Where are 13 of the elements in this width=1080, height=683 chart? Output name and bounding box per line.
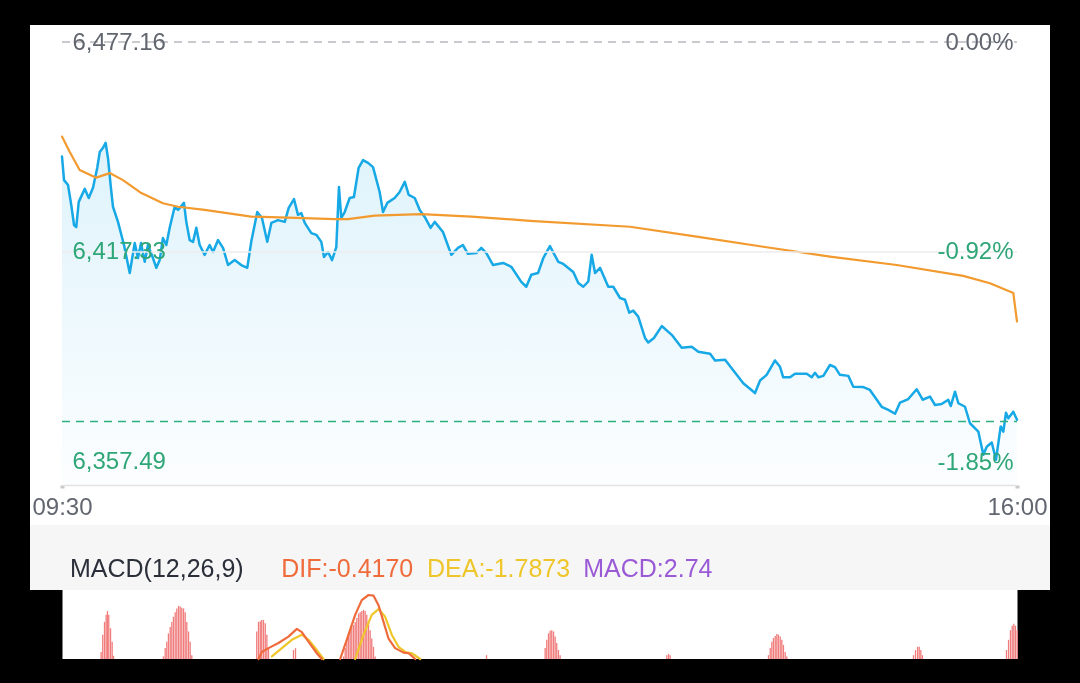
y2-tick-label: -0.92% [937, 236, 1014, 264]
text: MACD:2.74 [583, 554, 713, 582]
y2-tick-label: 0.00% [945, 27, 1014, 55]
line-series [60, 135, 1019, 323]
series-label: DIF:-0.4170 [281, 554, 414, 582]
chart-title: MACD(12,26,9) [70, 554, 244, 582]
x-tick-label: 16:00 [987, 492, 1048, 520]
y-tick-label: 6,417.33 [72, 237, 166, 265]
text: DEA:-1.7873 [427, 554, 571, 582]
y2-tick-label: -1.85% [937, 447, 1014, 475]
y-tick-label: 6,357.49 [72, 447, 166, 475]
x-tick-label: 09:30 [32, 492, 93, 520]
y-tick-label: 6,477.16 [72, 27, 166, 55]
